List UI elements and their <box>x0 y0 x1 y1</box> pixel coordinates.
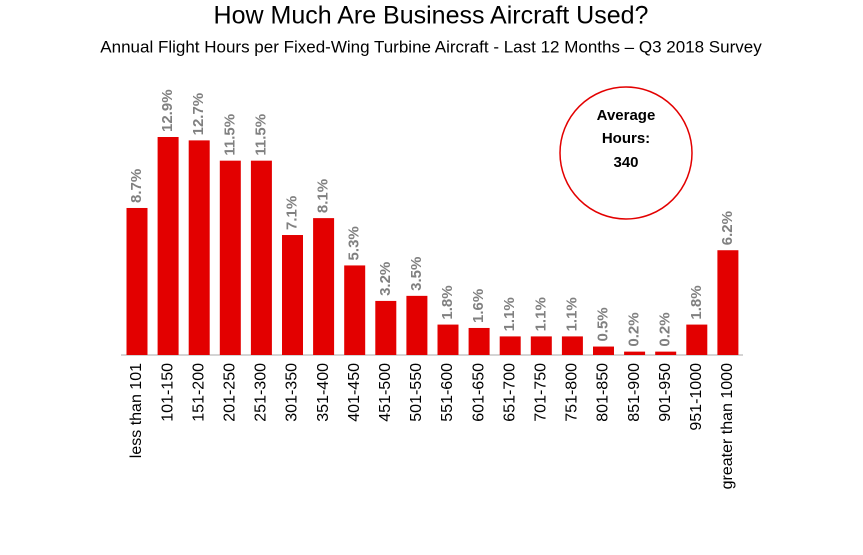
x-tick-label: 501-550 <box>408 363 425 422</box>
bar <box>468 327 490 355</box>
x-tick-label: 601-650 <box>470 363 487 422</box>
value-label: 0.5% <box>594 307 611 341</box>
x-tick-label: 801-850 <box>595 363 612 422</box>
value-label: 12.9% <box>159 89 176 132</box>
x-tick-label: 551-600 <box>439 363 456 422</box>
bar <box>717 250 739 355</box>
value-label: 0.2% <box>657 312 674 346</box>
chart-title: How Much Are Business Aircraft Used? <box>214 2 649 30</box>
value-label: 6.2% <box>719 211 736 245</box>
x-tick-label: 101-150 <box>159 363 176 422</box>
bar <box>375 300 397 355</box>
x-tick-label: less than 101 <box>128 363 145 458</box>
x-tick-label: 301-350 <box>284 363 301 422</box>
value-label: 0.2% <box>626 312 643 346</box>
x-tick-label: 751-800 <box>564 363 581 422</box>
value-label: 8.7% <box>128 169 145 203</box>
bar <box>250 160 272 355</box>
x-tick-label: 651-700 <box>501 363 518 422</box>
bar <box>530 336 552 355</box>
value-label: 11.5% <box>252 114 269 156</box>
value-label: 1.8% <box>439 285 456 319</box>
value-label: 1.1% <box>532 297 549 331</box>
value-label: 1.1% <box>501 297 518 331</box>
bar <box>499 336 521 355</box>
bar <box>686 324 708 355</box>
bar <box>157 137 179 355</box>
bar <box>188 140 210 355</box>
value-label: 1.8% <box>688 285 705 319</box>
value-label: 8.1% <box>315 179 332 213</box>
bar <box>126 207 148 355</box>
value-label: 1.6% <box>470 289 487 323</box>
x-tick-label: 451-500 <box>377 363 394 422</box>
bar <box>406 295 428 355</box>
bar <box>313 218 335 355</box>
chart-subtitle: Annual Flight Hours per Fixed-Wing Turbi… <box>100 37 762 56</box>
annotation-circle <box>559 86 693 220</box>
annotation-value: 340 <box>613 154 638 171</box>
bar <box>344 265 366 355</box>
x-tick-label: 701-750 <box>533 363 550 422</box>
x-tick-label: greater than 1000 <box>719 363 736 489</box>
bar <box>561 336 583 355</box>
bar <box>219 160 241 355</box>
value-label: 11.5% <box>221 114 238 156</box>
x-tick-label: 901-950 <box>657 363 674 422</box>
x-tick-label: 201-250 <box>222 363 239 422</box>
value-label: 5.3% <box>346 226 363 260</box>
annotation-text: Hours: <box>602 130 650 147</box>
x-tick-label: 151-200 <box>190 363 207 422</box>
value-label: 1.1% <box>563 297 580 331</box>
bar <box>593 346 614 355</box>
annotation-text: Average <box>597 107 656 124</box>
x-tick-label: 951-1000 <box>688 363 705 431</box>
bar <box>655 351 677 355</box>
value-label: 3.5% <box>408 257 425 291</box>
x-tick-label: 251-300 <box>253 363 270 422</box>
value-label: 12.7% <box>190 93 207 136</box>
x-tick-label: 351-400 <box>315 363 332 422</box>
x-tick-label: 401-450 <box>346 363 363 422</box>
value-label: 3.2% <box>377 262 394 296</box>
bar <box>624 351 646 355</box>
x-tick-label: 851-900 <box>626 363 643 422</box>
bar <box>437 324 459 355</box>
bar <box>282 235 303 355</box>
value-label: 7.1% <box>283 196 300 230</box>
